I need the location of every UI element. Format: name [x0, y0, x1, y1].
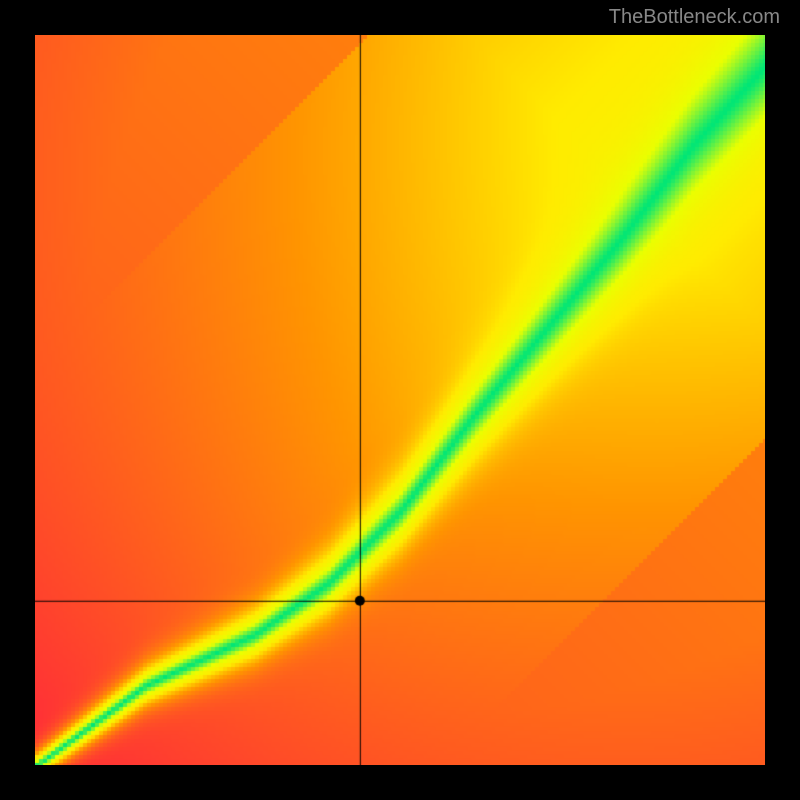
heatmap-chart [35, 35, 765, 765]
heatmap-canvas [35, 35, 765, 765]
watermark-text: TheBottleneck.com [609, 6, 780, 29]
